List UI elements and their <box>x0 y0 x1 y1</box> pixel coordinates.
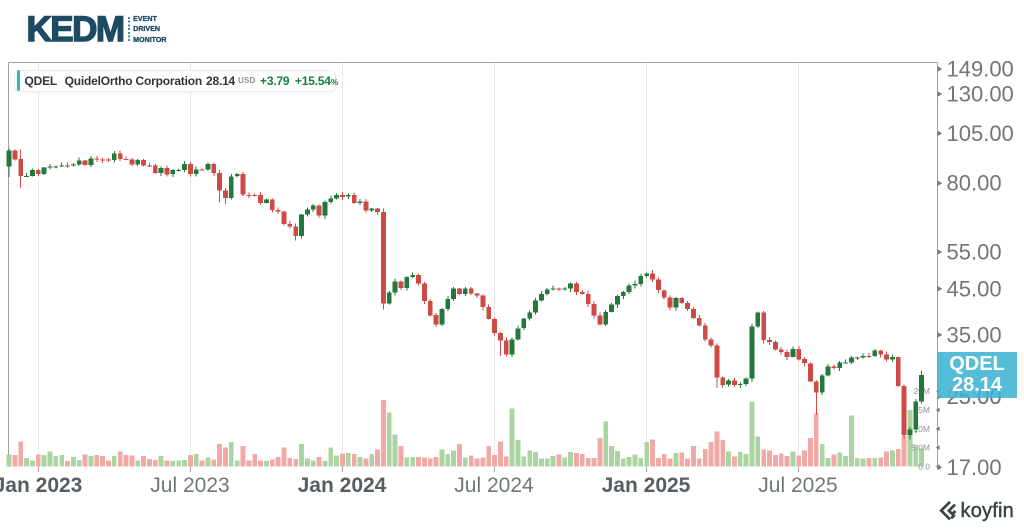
svg-text:15M: 15M <box>913 405 930 415</box>
svg-text:149.00: 149.00 <box>947 57 1014 82</box>
svg-text:35.00: 35.00 <box>947 322 1002 347</box>
svg-text:5.0M: 5.0M <box>911 443 930 453</box>
svg-text:45.00: 45.00 <box>947 276 1002 301</box>
svg-text:Jul 2023: Jul 2023 <box>150 474 229 497</box>
svg-text:130.00: 130.00 <box>947 82 1014 107</box>
svg-text:105.00: 105.00 <box>947 121 1014 146</box>
svg-text:28.14: 28.14 <box>952 374 1003 396</box>
svg-text:80.00: 80.00 <box>947 171 1002 196</box>
svg-text:Jul 2025: Jul 2025 <box>758 474 837 497</box>
svg-text:17.00: 17.00 <box>947 455 1002 480</box>
svg-text:Jul 2024: Jul 2024 <box>454 474 534 497</box>
svg-text:Jan 2023: Jan 2023 <box>0 474 82 497</box>
svg-text:QDEL: QDEL <box>949 353 1005 375</box>
svg-text:Jan 2024: Jan 2024 <box>298 474 387 497</box>
svg-text:Jan 2025: Jan 2025 <box>602 474 691 497</box>
svg-text:koyfin: koyfin <box>961 500 1014 522</box>
svg-text:10M: 10M <box>913 424 930 434</box>
svg-text:55.00: 55.00 <box>947 240 1002 265</box>
svg-text:0.0: 0.0 <box>918 462 930 472</box>
